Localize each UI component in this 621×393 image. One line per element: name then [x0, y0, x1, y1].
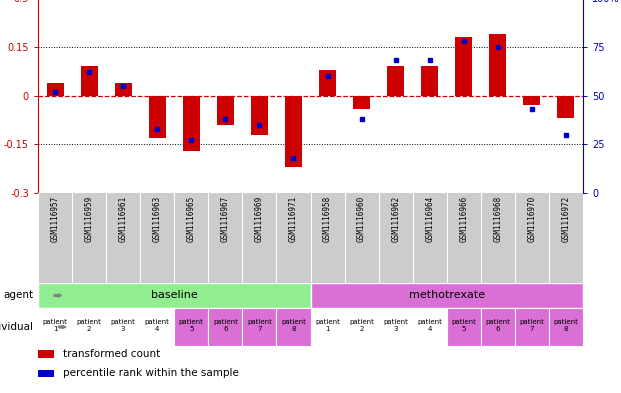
Text: patient
3: patient 3: [383, 319, 408, 332]
Bar: [515, 308, 549, 346]
Bar: [38, 350, 55, 358]
Bar: [148, 95, 166, 138]
Text: GSM1116962: GSM1116962: [391, 196, 400, 242]
Text: GSM1116968: GSM1116968: [493, 196, 502, 242]
Text: transformed count: transformed count: [63, 349, 160, 358]
Text: baseline: baseline: [151, 290, 197, 301]
Text: GSM1116959: GSM1116959: [84, 196, 94, 242]
Bar: [208, 308, 242, 346]
Text: patient
7: patient 7: [520, 319, 545, 332]
Text: GSM1116960: GSM1116960: [357, 196, 366, 242]
Text: GSM1116970: GSM1116970: [527, 196, 537, 242]
Text: GSM1116957: GSM1116957: [50, 196, 60, 242]
Text: individual: individual: [0, 322, 33, 332]
Bar: [175, 308, 208, 346]
Bar: [251, 95, 268, 134]
Text: GSM1116966: GSM1116966: [460, 196, 468, 242]
Bar: [81, 66, 97, 95]
Bar: [524, 95, 540, 105]
Text: percentile rank within the sample: percentile rank within the sample: [63, 368, 238, 378]
Text: patient
7: patient 7: [247, 319, 272, 332]
Bar: [455, 37, 473, 95]
Bar: [276, 308, 310, 346]
Text: GSM1116965: GSM1116965: [187, 196, 196, 242]
Text: methotrexate: methotrexate: [409, 290, 485, 301]
Bar: [387, 66, 404, 95]
Bar: [353, 95, 370, 108]
Bar: [310, 308, 345, 346]
Bar: [106, 308, 140, 346]
Text: patient
4: patient 4: [417, 319, 442, 332]
Text: patient
6: patient 6: [486, 319, 510, 332]
Bar: [446, 308, 481, 346]
Bar: [310, 283, 583, 308]
Text: GSM1116958: GSM1116958: [323, 196, 332, 242]
Text: patient
2: patient 2: [349, 319, 374, 332]
Text: patient
8: patient 8: [553, 319, 578, 332]
Bar: [183, 95, 200, 151]
Bar: [72, 308, 106, 346]
Text: agent: agent: [3, 290, 33, 301]
Text: patient
3: patient 3: [111, 319, 135, 332]
Bar: [345, 308, 379, 346]
Bar: [558, 95, 574, 118]
Bar: [413, 308, 446, 346]
Text: patient
5: patient 5: [451, 319, 476, 332]
Bar: [319, 70, 336, 95]
Text: GSM1116967: GSM1116967: [221, 196, 230, 242]
Text: patient
8: patient 8: [281, 319, 306, 332]
Text: patient
6: patient 6: [213, 319, 238, 332]
Bar: [38, 283, 310, 308]
Bar: [115, 83, 132, 95]
Bar: [242, 308, 276, 346]
Bar: [549, 308, 583, 346]
Bar: [489, 34, 506, 95]
Text: GSM1116964: GSM1116964: [425, 196, 434, 242]
Text: patient
1: patient 1: [315, 319, 340, 332]
Text: patient
4: patient 4: [145, 319, 170, 332]
Bar: [481, 308, 515, 346]
Bar: [421, 66, 438, 95]
Bar: [217, 95, 234, 125]
Bar: [140, 308, 175, 346]
Text: patient
1: patient 1: [43, 319, 68, 332]
Text: patient
5: patient 5: [179, 319, 204, 332]
Text: GSM1116969: GSM1116969: [255, 196, 264, 242]
Bar: [285, 95, 302, 167]
Text: GSM1116963: GSM1116963: [153, 196, 161, 242]
Bar: [47, 83, 63, 95]
Bar: [38, 369, 55, 377]
Text: GSM1116971: GSM1116971: [289, 196, 298, 242]
Bar: [38, 308, 72, 346]
Text: GSM1116972: GSM1116972: [561, 196, 571, 242]
Bar: [379, 308, 413, 346]
Text: patient
2: patient 2: [76, 319, 101, 332]
Text: GSM1116961: GSM1116961: [119, 196, 128, 242]
